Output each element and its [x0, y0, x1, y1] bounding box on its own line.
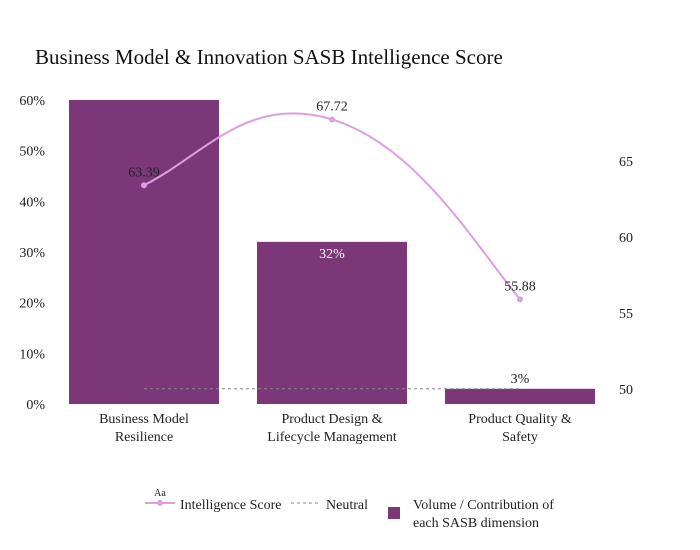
bar [257, 241, 407, 404]
right-tick-label: 60 [619, 231, 633, 246]
intelligence-score-label: 63.39 [128, 165, 160, 180]
category-label: Safety [502, 430, 538, 445]
bar [69, 100, 219, 404]
intelligence-score-point [141, 182, 147, 189]
bar-series: 32% 3% [69, 100, 595, 404]
x-axis-categories: Business Model Resilience Product Design &… [99, 412, 572, 445]
intelligence-score-series: 63.39 67.72 55.88 [128, 99, 536, 303]
chart-title: Business Model & Innovation SASB Intelli… [35, 45, 503, 69]
intelligence-score-point [517, 296, 523, 303]
left-tick-label: 40% [19, 195, 45, 210]
left-tick-label: 20% [19, 297, 45, 312]
legend: Aa Intelligence Score Neutral Volume / Cont… [145, 488, 554, 531]
category-label: Business Model [99, 412, 189, 427]
intelligence-score-label: 55.88 [504, 279, 536, 294]
left-tick-label: 50% [19, 145, 45, 160]
legend-bar-swatch [388, 507, 400, 519]
category-label: Resilience [115, 430, 173, 445]
legend-label-intelligence-score: Intelligence Score [180, 498, 281, 513]
right-tick-label: 50 [619, 383, 633, 398]
left-tick-label: 10% [19, 347, 45, 362]
legend-label-volume: Volume / Contribution of [413, 498, 554, 513]
left-tick-label: 30% [19, 246, 45, 261]
legend-marker-text: Aa [154, 488, 166, 499]
legend-label-volume: each SASB dimension [413, 516, 539, 531]
bar [445, 388, 595, 404]
bar-data-label: 3% [511, 372, 530, 387]
left-tick-label: 60% [19, 94, 45, 109]
category-label: Product Design & [281, 412, 382, 427]
right-tick-label: 55 [619, 307, 633, 322]
category-label: Lifecycle Management [267, 430, 397, 445]
left-y-axis: 0% 10% 20% 30% 40% 50% 60% [19, 94, 45, 413]
right-y-axis: 50 55 60 65 [619, 155, 633, 398]
intelligence-score-point [329, 116, 335, 123]
category-label: Product Quality & [468, 412, 572, 427]
right-tick-label: 65 [619, 155, 633, 170]
intelligence-score-label: 67.72 [316, 99, 348, 114]
legend-label-neutral: Neutral [326, 498, 368, 513]
bar-data-label: 32% [319, 247, 345, 262]
legend-line-marker [157, 500, 163, 506]
left-tick-label: 0% [26, 398, 45, 413]
